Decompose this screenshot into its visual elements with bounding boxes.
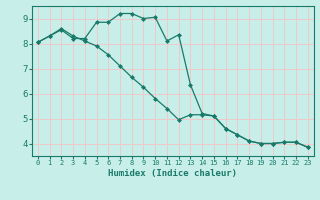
X-axis label: Humidex (Indice chaleur): Humidex (Indice chaleur) [108,169,237,178]
